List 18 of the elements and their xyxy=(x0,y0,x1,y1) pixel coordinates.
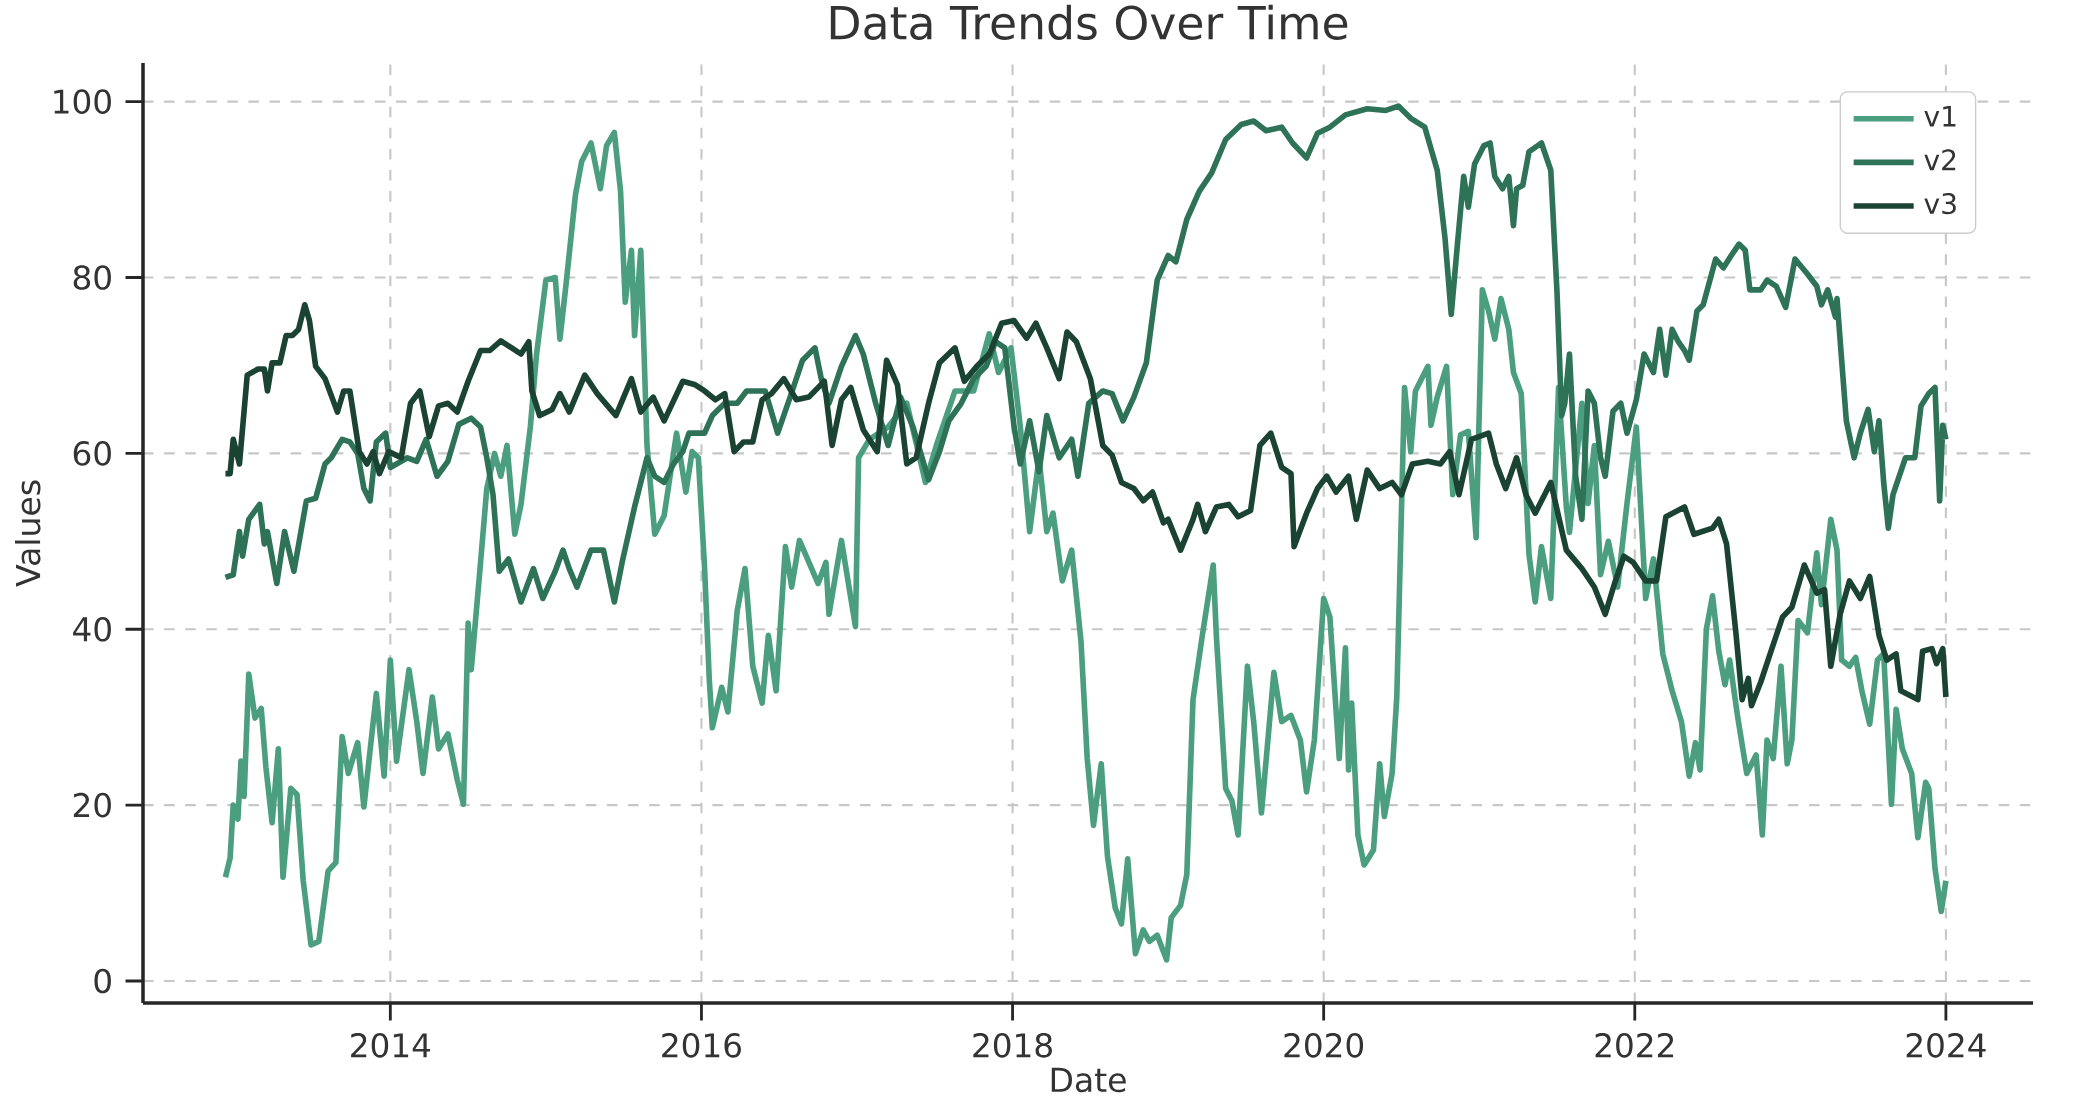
y-tick-label: 100 xyxy=(54,89,111,115)
y-tick-label: 0 xyxy=(94,968,111,994)
y-tick-label: 20 xyxy=(73,792,111,818)
y-tick-label: 60 xyxy=(73,441,111,466)
x-tick-label: 2018 xyxy=(973,1032,1052,1058)
chart-title: Data Trends Over Time xyxy=(830,4,1348,41)
x-tick-label: 2022 xyxy=(1595,1032,1674,1058)
x-tick-label: 2020 xyxy=(1284,1032,1364,1058)
x-tick-label: 2016 xyxy=(662,1032,741,1058)
legend-label: v3 xyxy=(1924,192,1956,215)
x-tick-label: 2014 xyxy=(351,1032,431,1058)
x-tick-label: 2024 xyxy=(1906,1032,1986,1058)
y-axis-title: Values xyxy=(15,480,41,587)
y-tick-label: 40 xyxy=(73,616,111,642)
x-axis-title: Date xyxy=(1051,1067,1126,1093)
y-tick-label: 80 xyxy=(73,265,111,290)
legend-label: v2 xyxy=(1924,149,1956,171)
legend-label: v1 xyxy=(1924,105,1956,127)
